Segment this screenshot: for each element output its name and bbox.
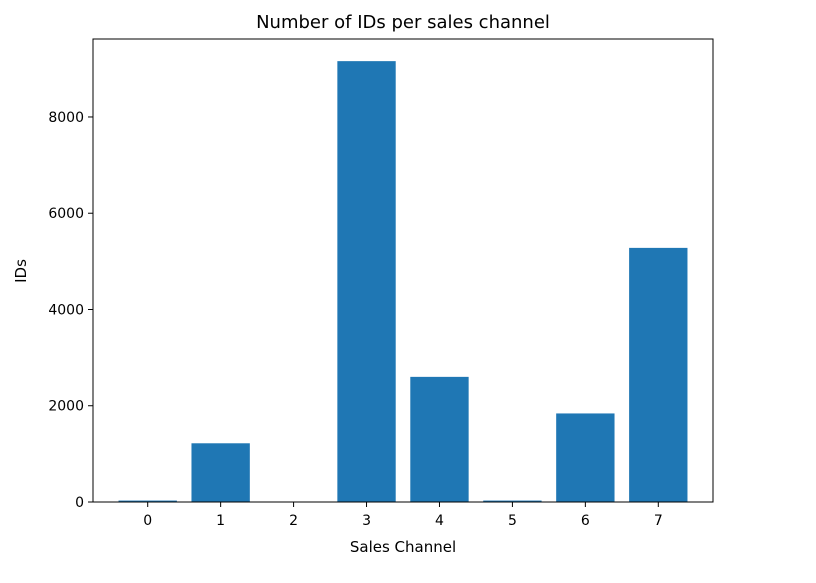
bar-3 — [337, 61, 396, 503]
x-tick-label-1: 1 — [216, 513, 225, 529]
x-tick-label-5: 5 — [508, 513, 517, 529]
x-tick-label-6: 6 — [581, 513, 590, 529]
y-axis-label: IDs — [12, 259, 30, 283]
bar-4 — [410, 376, 469, 502]
x-tick-label-2: 2 — [289, 513, 298, 529]
x-tick-label-7: 7 — [654, 513, 663, 529]
y-tick-label-4000: 4000 — [48, 302, 84, 318]
bar-5 — [483, 500, 542, 502]
bars-group — [118, 61, 688, 503]
bar-6 — [556, 413, 615, 502]
bar-7 — [629, 247, 688, 502]
y-tick-label-0: 0 — [75, 495, 84, 511]
bar-1 — [191, 443, 250, 502]
x-axis-label: Sales Channel — [350, 538, 456, 556]
bar-0 — [118, 500, 177, 502]
x-tick-label-4: 4 — [435, 513, 444, 529]
y-tick-label-8000: 8000 — [48, 110, 84, 126]
y-tick-label-6000: 6000 — [48, 206, 84, 222]
chart-title: Number of IDs per sales channel — [256, 12, 550, 33]
y-tick-label-2000: 2000 — [48, 399, 84, 415]
x-tick-label-3: 3 — [362, 513, 371, 529]
plot-frame — [92, 38, 714, 503]
x-tick-label-0: 0 — [143, 513, 152, 529]
x-axis-ticks: 0 1 2 3 4 5 6 7 — [143, 502, 663, 529]
y-axis-ticks: 0 2000 4000 6000 8000 — [48, 110, 93, 511]
